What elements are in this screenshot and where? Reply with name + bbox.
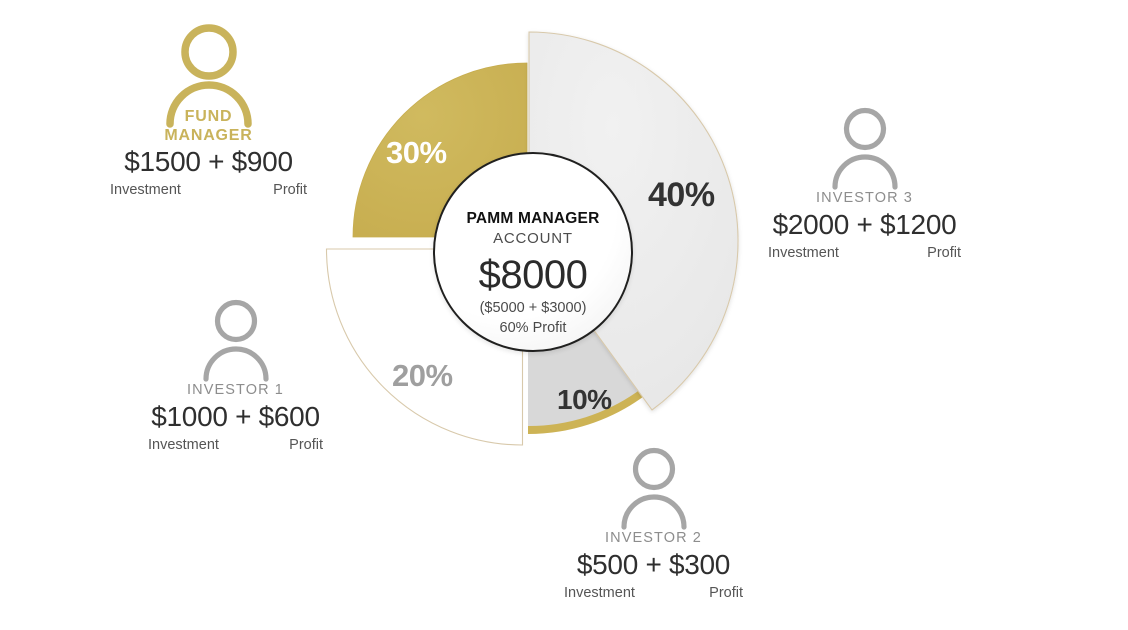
person-icon <box>620 447 687 530</box>
participant-card-investor-3[interactable]: INVESTOR 3 $2000 + $1200 Investment Prof… <box>752 104 977 261</box>
hub-profit-percent: 60% Profit <box>499 319 567 336</box>
investment-label: Investment <box>564 585 635 601</box>
participant-amount: $500 + $300 <box>576 549 731 580</box>
person-icon <box>831 107 898 190</box>
participant-role-investor-2: INVESTOR 2 <box>605 530 702 546</box>
donut-label-20: 20% <box>392 358 453 393</box>
participant-amount: $1500 + $900 <box>124 146 293 177</box>
person-icon <box>202 299 269 382</box>
participant-card-fund-manager[interactable]: FUND MANAGER $1500 + $900 Investment Pro… <box>92 18 325 198</box>
investment-label: Investment <box>148 437 219 453</box>
participant-card-investor-1[interactable]: INVESTOR 1 $1000 + $600 Investment Profi… <box>128 296 343 453</box>
center-account-summary: PAMM MANAGER ACCOUNT $8000 ($5000 + $300… <box>433 152 633 352</box>
profit-label: Profit <box>709 585 743 601</box>
participant-legend: Investment Profit <box>546 585 761 601</box>
donut-label-10: 10% <box>557 384 612 415</box>
hub-subtitle: ACCOUNT <box>493 229 573 247</box>
participant-card-investor-2[interactable]: INVESTOR 2 $500 + $300 Investment Profit <box>546 444 761 601</box>
hub-title: PAMM MANAGER <box>466 210 600 227</box>
participant-amount: $1000 + $600 <box>151 401 320 432</box>
role-line-2: MANAGER <box>164 126 253 144</box>
donut-label-40: 40% <box>648 176 715 214</box>
role-line-1: FUND <box>184 108 233 125</box>
participant-legend: Investment Profit <box>128 437 343 453</box>
investment-label: Investment <box>110 182 181 198</box>
donut-label-30: 30% <box>386 135 447 170</box>
hub-total-amount: $8000 <box>478 252 588 297</box>
participant-role-investor-1: INVESTOR 1 <box>187 382 284 398</box>
participant-legend: Investment Profit <box>92 182 325 198</box>
investment-label: Investment <box>768 245 839 261</box>
participant-role-investor-3: INVESTOR 3 <box>816 190 913 206</box>
participant-role-fund-manager: FUND MANAGER <box>92 108 325 146</box>
hub-breakdown: ($5000 + $3000) <box>479 300 587 317</box>
participant-amount: $2000 + $1200 <box>772 209 957 240</box>
participant-legend: Investment Profit <box>752 245 977 261</box>
profit-label: Profit <box>927 245 961 261</box>
person-icon <box>165 24 252 128</box>
profit-label: Profit <box>289 437 323 453</box>
donut-segment-40[interactable] <box>528 31 739 411</box>
profit-label: Profit <box>273 182 307 198</box>
